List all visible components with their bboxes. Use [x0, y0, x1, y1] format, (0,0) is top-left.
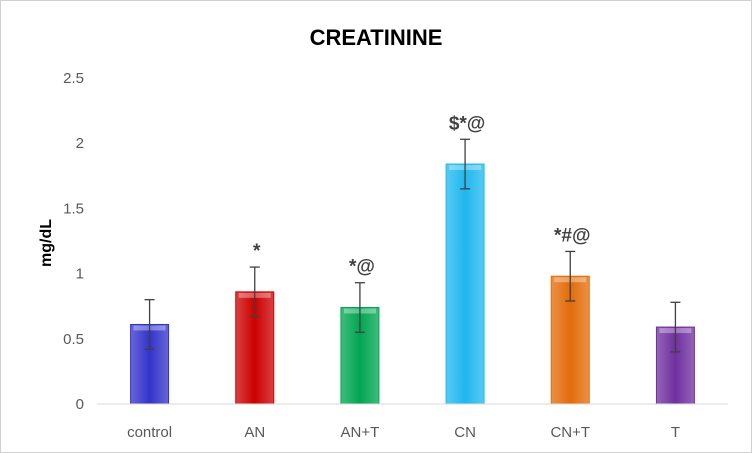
y-axis-ticks: 0 0.5 1 1.5 2 2.5: [63, 70, 84, 413]
y-tick-label: 1: [76, 266, 84, 283]
significance-annotation: *: [253, 241, 261, 262]
significance-annotation: $*@: [449, 113, 486, 134]
error-bars-group: [144, 138, 681, 353]
x-tick-label: T: [671, 424, 680, 441]
x-tick-label: control: [127, 424, 172, 441]
x-tick-label: CN: [454, 424, 476, 441]
bars-group: [130, 163, 695, 405]
x-tick-label: AN: [244, 424, 265, 441]
x-tick-label: AN+T: [341, 424, 380, 441]
bar-cn: [445, 163, 485, 405]
x-axis-ticks: control AN AN+T CN CN+T T: [127, 424, 680, 441]
x-tick-label: CN+T: [550, 424, 590, 441]
y-tick-label: 1.5: [63, 200, 84, 217]
y-tick-label: 2: [76, 135, 84, 152]
y-axis-label: mg/dL: [38, 219, 55, 267]
significance-annotation: *@: [349, 257, 375, 278]
chart-title: CREATININE: [310, 25, 443, 50]
y-tick-label: 2.5: [63, 70, 84, 87]
y-tick-label: 0: [76, 396, 84, 413]
y-tick-label: 0.5: [63, 331, 84, 348]
significance-annotation: *#@: [554, 225, 591, 246]
annotations-group: * *@ $*@ *#@: [253, 113, 590, 277]
